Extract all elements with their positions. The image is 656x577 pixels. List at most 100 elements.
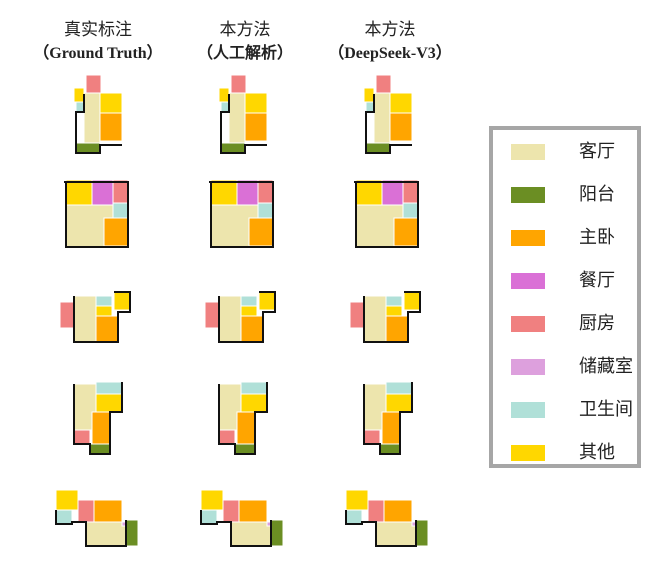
kitchen-room bbox=[367, 499, 385, 523]
floorplan-row3-col2 bbox=[204, 291, 276, 343]
wall-outline bbox=[73, 291, 131, 343]
legend-swatch-master-bedroom bbox=[511, 230, 545, 246]
legend-label: 厨房 bbox=[579, 313, 615, 334]
wall-outline bbox=[354, 181, 419, 248]
floorplan-row1-col3 bbox=[363, 74, 413, 154]
bathroom-room bbox=[240, 381, 268, 395]
master-bedroom-room bbox=[244, 112, 268, 142]
column-title-2-line1: 本方法 bbox=[219, 20, 271, 40]
bathroom-room bbox=[385, 295, 403, 307]
floorplan-row5-col2 bbox=[200, 489, 284, 547]
other-room bbox=[244, 92, 268, 114]
kitchen-room bbox=[222, 499, 240, 523]
legend: 客厅 阳台 主卧 餐厅 厨房 储藏室 卫生间 其他 bbox=[489, 126, 641, 468]
wall-outline bbox=[365, 94, 412, 154]
other-room bbox=[240, 305, 258, 317]
master-bedroom-room bbox=[393, 217, 419, 247]
column-title-1-line1: 真实标注 bbox=[64, 20, 132, 40]
master-bedroom-room bbox=[381, 411, 401, 445]
living-room bbox=[373, 92, 391, 146]
master-bedroom-room bbox=[238, 499, 268, 523]
floorplan-row4-col2 bbox=[218, 381, 268, 455]
master-bedroom-room bbox=[93, 499, 123, 523]
living-room bbox=[228, 92, 246, 146]
living-room bbox=[73, 295, 97, 343]
floorplan-row4-col1 bbox=[73, 381, 123, 455]
floorplan-row4-col3 bbox=[363, 381, 413, 455]
dining-room bbox=[381, 179, 404, 206]
legend-label: 阳台 bbox=[579, 184, 615, 205]
legend-swatch-dining bbox=[511, 273, 545, 289]
balcony-room bbox=[415, 519, 429, 547]
bathroom-room bbox=[95, 381, 123, 395]
bathroom-room bbox=[75, 101, 85, 113]
wall-outline bbox=[218, 291, 276, 343]
wall-outline bbox=[363, 382, 413, 455]
dining-room bbox=[91, 179, 114, 206]
kitchen-room bbox=[73, 429, 91, 445]
column-title-3: 本方法 （DeepSeek-V3） bbox=[310, 18, 470, 66]
kitchen-room bbox=[402, 179, 419, 204]
balcony-room bbox=[379, 443, 401, 455]
balcony-room bbox=[220, 142, 246, 154]
floorplan-row5-col3 bbox=[345, 489, 429, 547]
living-room bbox=[218, 295, 242, 343]
legend-swatch-bathroom bbox=[511, 402, 545, 418]
living-room bbox=[363, 295, 387, 343]
bathroom-room bbox=[402, 202, 419, 219]
master-bedroom-room bbox=[91, 411, 111, 445]
other-room bbox=[55, 489, 79, 511]
kitchen-room bbox=[349, 301, 365, 329]
kitchen-room bbox=[218, 429, 236, 445]
column-title-2-line2: （人工解析） bbox=[196, 45, 293, 62]
column-title-2: 本方法 （人工解析） bbox=[165, 18, 325, 66]
bathroom-room bbox=[365, 101, 375, 113]
column-title-1-line2: （Ground Truth） bbox=[33, 45, 163, 62]
other-room bbox=[355, 179, 383, 206]
other-room bbox=[99, 92, 123, 114]
master-bedroom-room bbox=[95, 315, 119, 343]
legend-swatch-living bbox=[511, 144, 545, 160]
wall-outline bbox=[64, 181, 129, 248]
wall-outline bbox=[218, 382, 268, 455]
bathroom-room bbox=[257, 202, 274, 219]
balcony-room bbox=[125, 519, 139, 547]
bathroom-room bbox=[345, 509, 363, 525]
other-room bbox=[95, 305, 113, 317]
master-bedroom-room bbox=[103, 217, 129, 247]
balcony-room bbox=[89, 443, 111, 455]
dining-room bbox=[236, 179, 259, 206]
kitchen-room bbox=[363, 429, 381, 445]
floorplan-row1-col2 bbox=[218, 74, 268, 154]
living-room bbox=[230, 521, 272, 547]
wall-outline bbox=[55, 510, 127, 547]
other-room bbox=[73, 87, 85, 103]
living-room bbox=[85, 521, 127, 547]
floorplan-row2-col3 bbox=[354, 179, 419, 248]
column-title-3-line1: 本方法 bbox=[364, 20, 416, 40]
bathroom-room bbox=[95, 295, 113, 307]
floorplan-row3-col3 bbox=[349, 291, 421, 343]
living-room bbox=[375, 521, 417, 547]
floorplan-row3-col1 bbox=[59, 291, 131, 343]
master-bedroom-room bbox=[389, 112, 413, 142]
master-bedroom-room bbox=[383, 499, 413, 523]
floorplan-row2-col2 bbox=[209, 179, 274, 248]
bathroom-room bbox=[112, 202, 129, 219]
legend-label: 客厅 bbox=[579, 141, 615, 162]
other-room bbox=[345, 489, 369, 511]
balcony-room bbox=[270, 519, 284, 547]
master-bedroom-room bbox=[99, 112, 123, 142]
legend-swatch-balcony bbox=[511, 187, 545, 203]
kitchen-room bbox=[85, 74, 102, 94]
wall-outline bbox=[363, 291, 421, 343]
other-room bbox=[240, 393, 268, 413]
floorplan-row2-col1 bbox=[64, 179, 129, 248]
legend-swatch-other bbox=[511, 445, 545, 461]
legend-label: 卫生间 bbox=[579, 399, 633, 420]
legend-label: 餐厅 bbox=[579, 270, 615, 291]
other-room bbox=[363, 87, 375, 103]
wall-outline bbox=[75, 94, 122, 154]
legend-swatch-kitchen bbox=[511, 316, 545, 332]
kitchen-room bbox=[204, 301, 220, 329]
